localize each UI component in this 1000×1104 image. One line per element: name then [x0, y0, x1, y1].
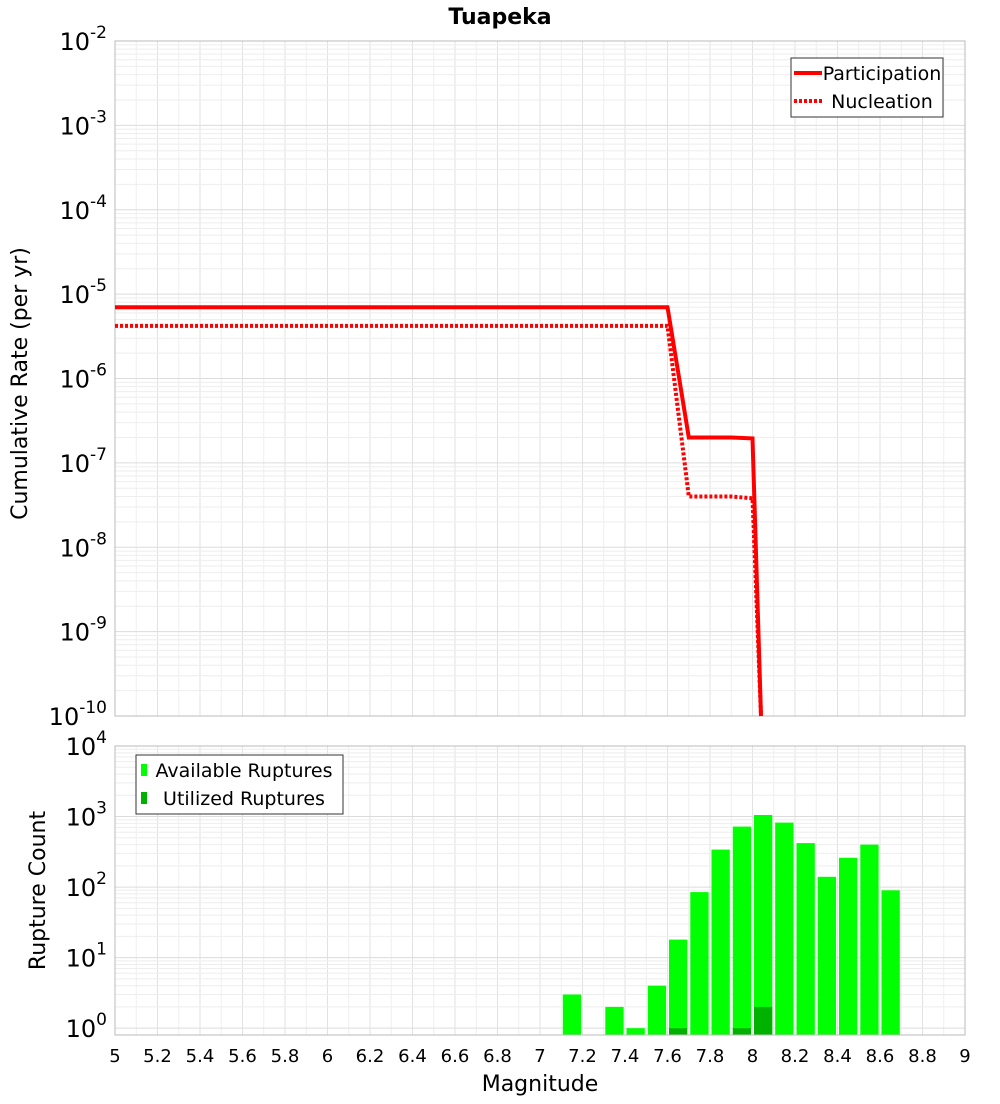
bar [754, 1006, 773, 1035]
bar [839, 857, 858, 1035]
bar [626, 1028, 645, 1035]
count-legend-box [135, 754, 344, 815]
count-y-tick-label: 101 [66, 940, 107, 973]
count-y-tick-label: 102 [66, 869, 107, 902]
bar [754, 815, 773, 1035]
legend-label-participation: Participation [823, 63, 942, 85]
rate-y-tick-label: 10-7 [60, 445, 108, 478]
x-tick-label: 5.8 [271, 1046, 300, 1067]
x-tick-label: 6.2 [356, 1046, 385, 1067]
rate-panel: 10-10 10-9 10-8 10-7 10-6 10-5 10-4 10-3 10-2 Tua… [8, 5, 966, 731]
bar [669, 1028, 688, 1035]
x-tick-label: 8.6 [866, 1046, 895, 1067]
legend-label-available-ruptures: Available Ruptures [156, 760, 333, 782]
count-y-tick-label: 104 [66, 728, 107, 761]
bar [775, 822, 794, 1035]
series-line-participation [115, 305, 763, 717]
x-tick-label: 8.4 [823, 1046, 852, 1067]
bar [562, 994, 582, 1035]
x-tick-label: 5.2 [143, 1046, 172, 1067]
x-tick-label: 7.4 [611, 1046, 640, 1067]
x-tick-label: 7.8 [696, 1046, 725, 1067]
bar [711, 849, 730, 1035]
bar [817, 876, 836, 1035]
bar [860, 844, 879, 1035]
x-tick-label: 8.8 [908, 1046, 937, 1067]
x-tick-label: 6.8 [483, 1046, 512, 1067]
bar-series-available-ruptures [562, 815, 900, 1035]
bar [690, 892, 709, 1035]
rate-y-tick-label: 10-10 [49, 698, 107, 731]
bar [732, 826, 752, 1035]
x-tick-label: 8.2 [781, 1046, 810, 1067]
count-gridlines [114, 746, 966, 1035]
legend-label-utilized-ruptures: Utilized Ruptures [163, 788, 325, 810]
rate-y-tick-label: 10-4 [60, 192, 108, 225]
rate-y-tick-label: 10-2 [60, 23, 108, 56]
bar-series-utilized-ruptures [669, 1006, 773, 1035]
x-tick-label: 5 [109, 1046, 120, 1067]
legend-label-nucleation: Nucleation [831, 91, 933, 113]
count-legend: Available Ruptures Utilized Ruptures [135, 754, 344, 815]
rate-plot-frame [114, 40, 966, 717]
rate-y-tick-label: 10-9 [60, 614, 108, 647]
bar [881, 890, 900, 1035]
x-tick-label: 9 [959, 1046, 970, 1067]
rate-legend: Participation Nucleation [790, 57, 944, 118]
x-tick-label: 6.6 [441, 1046, 470, 1067]
x-tick-label: 6 [322, 1046, 333, 1067]
x-tick-label: 5.6 [228, 1046, 257, 1067]
x-tick-label: 8 [747, 1046, 758, 1067]
x-tick-label: 7.2 [568, 1046, 597, 1067]
rate-legend-box [790, 57, 944, 118]
bar [669, 939, 688, 1035]
bar [796, 843, 815, 1035]
x-tick-label: 7.6 [653, 1046, 682, 1067]
series-line-nucleation [115, 323, 763, 717]
x-tick-label: 7 [534, 1046, 545, 1067]
rate-gridlines [114, 41, 966, 717]
x-axis-label: Magnitude [482, 1072, 599, 1097]
count-panel: 100 101 102 103 104 5 5.2 5.4 5.6 5.8 6 6.2 6.4 6.6 6.… [26, 728, 971, 1097]
x-tick-label: 5.4 [186, 1046, 215, 1067]
rate-y-tick-label: 10-6 [60, 361, 108, 394]
rate-y-tick-label: 10-8 [60, 529, 108, 562]
bar [647, 985, 667, 1035]
count-y-tick-label: 103 [66, 799, 107, 832]
rate-y-axis-label: Cumulative Rate (per yr) [8, 247, 33, 520]
legend-swatch-utilized-ruptures [141, 792, 147, 804]
bar [732, 1028, 752, 1035]
count-plot-frame [114, 745, 966, 1036]
count-y-axis-label: Rupture Count [26, 811, 51, 971]
chart-title: Tuapeka [448, 5, 551, 30]
x-tick-label: 6.4 [398, 1046, 427, 1067]
legend-swatch-available-ruptures [141, 764, 147, 776]
bar [605, 1006, 624, 1035]
rate-y-tick-label: 10-5 [60, 276, 108, 309]
count-y-tick-label: 100 [66, 1010, 107, 1043]
rate-y-tick-label: 10-3 [60, 107, 108, 140]
